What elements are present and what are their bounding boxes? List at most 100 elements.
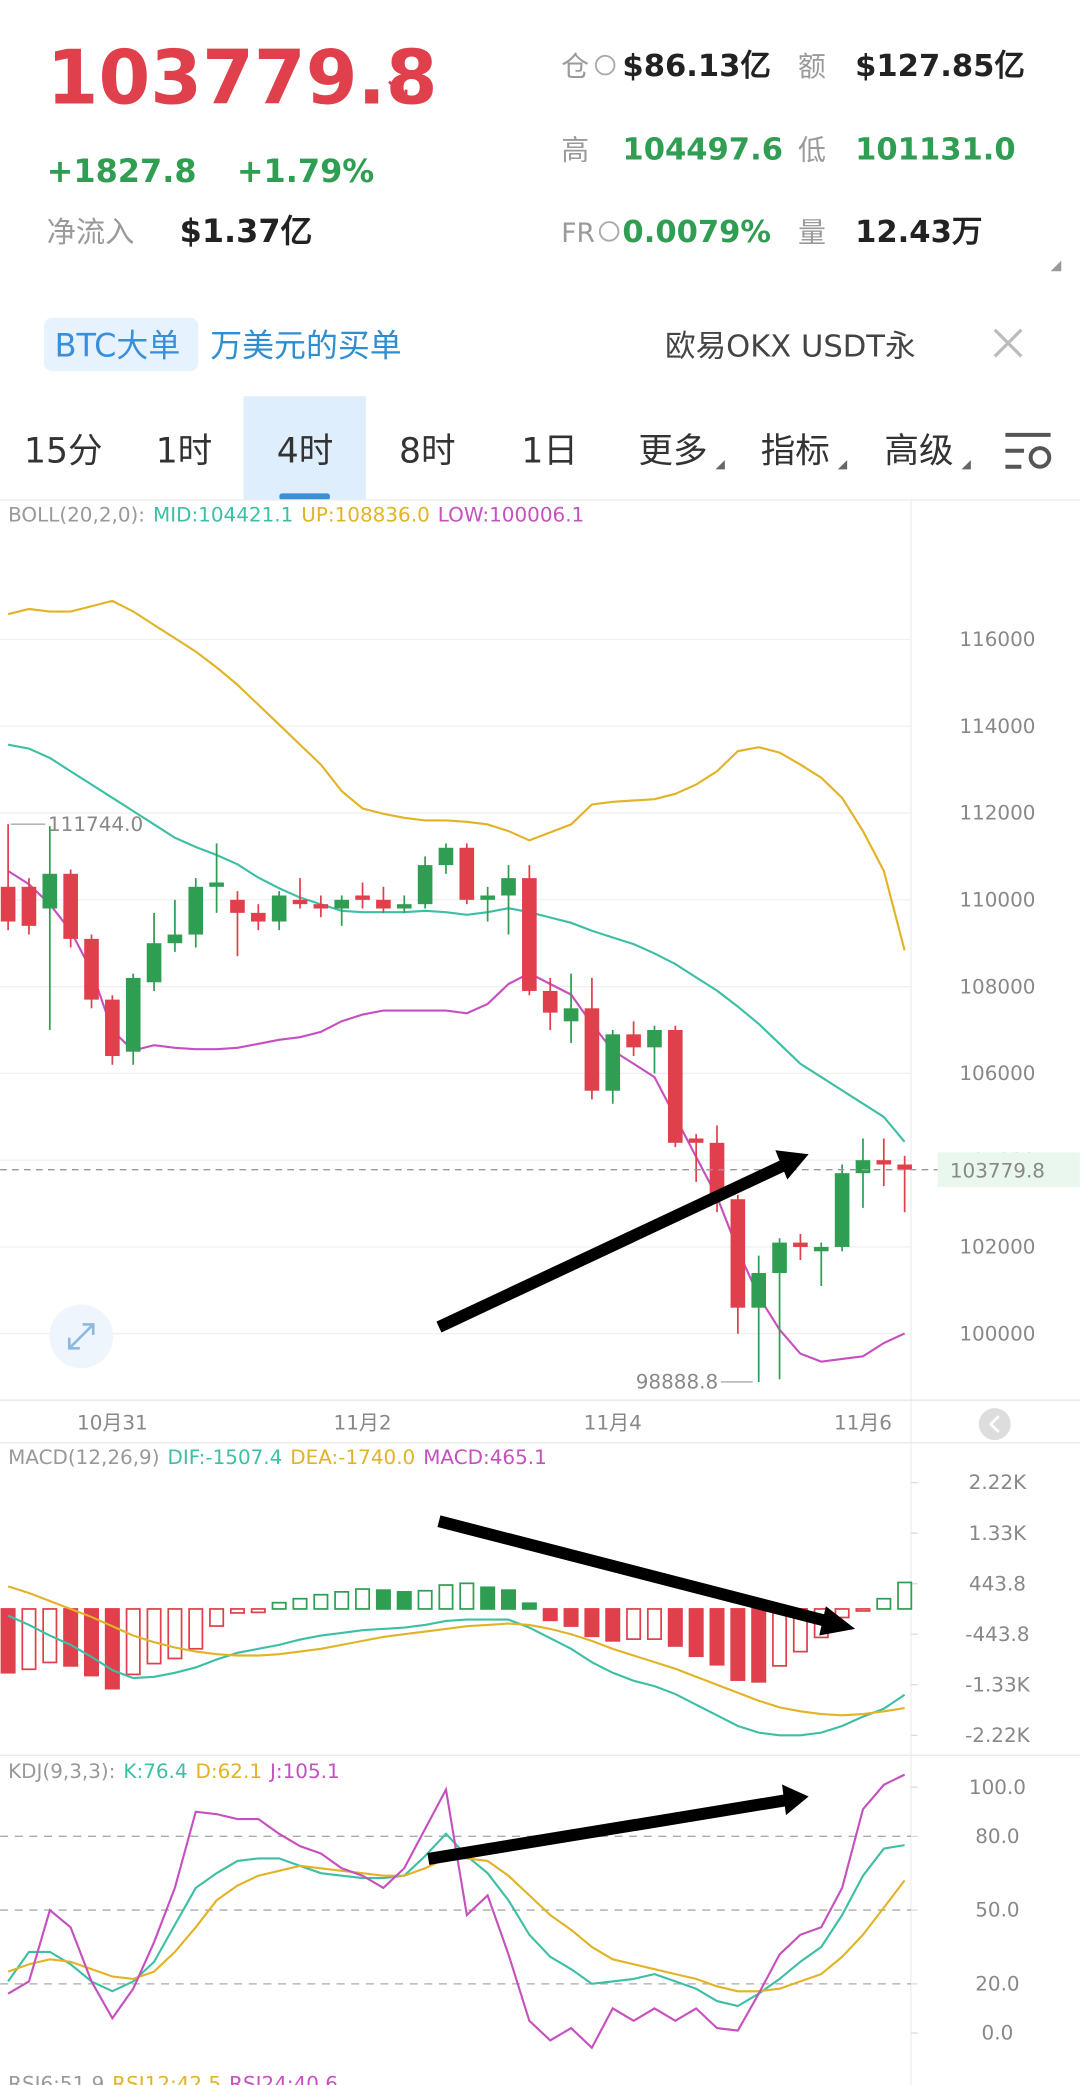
macd-bar bbox=[0, 1608, 16, 1674]
change: +1827.8 bbox=[47, 152, 197, 190]
candle-body bbox=[334, 899, 350, 909]
legend-entry: RSI24:40.6 bbox=[229, 2071, 338, 2085]
x-tick-label: 11月4 bbox=[584, 1410, 642, 1434]
dropdown-mark bbox=[837, 460, 848, 470]
y-tick-label: -1.33K bbox=[965, 1672, 1031, 1696]
indicator-line bbox=[7, 743, 906, 1143]
candle-body bbox=[105, 999, 120, 1057]
tab[interactable]: 1日 bbox=[521, 432, 578, 472]
legend-entry: LOW:100006.1 bbox=[438, 502, 584, 526]
candle-body bbox=[897, 1164, 912, 1170]
candle-body bbox=[459, 847, 475, 900]
legend-entry: MACD(12,26,9) bbox=[8, 1445, 159, 1469]
indicator-line bbox=[7, 1832, 905, 2008]
legend-entry: DIF:-1507.4 bbox=[168, 1445, 283, 1469]
turnover: $127.85亿 bbox=[855, 49, 1025, 84]
candle-body bbox=[84, 938, 99, 1000]
y-tick-label: 110000 bbox=[959, 887, 1035, 911]
tab[interactable]: 4时 bbox=[277, 432, 334, 472]
macd-bar bbox=[605, 1608, 621, 1642]
candle-body bbox=[647, 1029, 662, 1048]
macd-bar bbox=[417, 1589, 433, 1610]
candle-body bbox=[21, 886, 37, 926]
candle-body bbox=[480, 895, 495, 900]
jump-latest-button[interactable] bbox=[978, 1408, 1011, 1441]
candle-body bbox=[167, 934, 183, 944]
last-price: 103779.8 bbox=[47, 35, 438, 122]
candle-body bbox=[626, 1034, 641, 1048]
candle-body bbox=[250, 912, 266, 922]
oi-label: 仓 bbox=[561, 50, 589, 83]
macd-bar bbox=[396, 1591, 412, 1610]
macd-bar bbox=[125, 1608, 141, 1676]
legend-entry: RSI6:51.9 bbox=[8, 2071, 104, 2085]
macd-bar bbox=[834, 1608, 850, 1619]
macd-bar bbox=[229, 1608, 245, 1614]
y-tick-label: 443.8 bbox=[969, 1571, 1026, 1595]
tab[interactable]: 更多 bbox=[638, 432, 707, 472]
info-icon[interactable] bbox=[598, 221, 620, 242]
macd-bar bbox=[21, 1608, 37, 1671]
candle-body bbox=[501, 878, 516, 896]
macd-bar bbox=[63, 1608, 79, 1667]
candle-body bbox=[125, 977, 141, 1052]
y-tick-label: 108000 bbox=[959, 974, 1035, 998]
macd-bar bbox=[584, 1608, 600, 1638]
x-tick-label: 10月31 bbox=[77, 1410, 148, 1434]
indicator-line bbox=[7, 1585, 905, 1717]
low-marker-label: 98888.8 bbox=[636, 1370, 718, 1394]
y-tick-label: 102000 bbox=[959, 1235, 1035, 1259]
funding-rate: 0.0079% bbox=[622, 215, 771, 250]
macd-bar bbox=[646, 1608, 662, 1640]
legend-entry: MID:104421.1 bbox=[153, 502, 293, 526]
banner-tag[interactable]: BTC大单 bbox=[55, 326, 181, 364]
candle-body bbox=[751, 1272, 767, 1308]
net-inflow-label: 净流入 bbox=[47, 215, 135, 249]
banner-source: 欧易OKX USDT永 bbox=[665, 329, 916, 364]
tab[interactable]: 15分 bbox=[24, 432, 103, 472]
oi: $86.13亿 bbox=[622, 49, 771, 84]
annotation-arrows bbox=[427, 1150, 856, 1865]
legend-entry: MACD:465.1 bbox=[423, 1445, 547, 1469]
legend-entry: UP:108836.0 bbox=[301, 502, 429, 526]
macd-bar bbox=[897, 1581, 913, 1610]
y-tick-label: 1.33K bbox=[969, 1521, 1027, 1545]
candle-body bbox=[292, 899, 308, 905]
fullscreen-icon bbox=[67, 1323, 95, 1350]
candle-body bbox=[271, 895, 287, 922]
indicator-line bbox=[7, 870, 906, 1363]
indicator-line bbox=[7, 1773, 906, 2050]
turnover-label: 额 bbox=[798, 50, 826, 83]
candle-body bbox=[605, 1034, 621, 1091]
dropdown-mark bbox=[715, 460, 725, 470]
macd-bar bbox=[375, 1589, 391, 1610]
y-tick-label: 80.0 bbox=[975, 1824, 1019, 1848]
macd-bar bbox=[334, 1591, 350, 1610]
candle-body bbox=[0, 886, 16, 922]
settings-icon[interactable] bbox=[1005, 432, 1052, 469]
expand-corner[interactable] bbox=[1050, 260, 1062, 272]
fr-label: FR bbox=[561, 218, 595, 249]
high-marker-label: 111744.0 bbox=[48, 812, 143, 836]
y-tick-label: 100000 bbox=[959, 1321, 1035, 1345]
candle-body bbox=[688, 1138, 704, 1143]
tab[interactable]: 8时 bbox=[399, 432, 456, 472]
info-icon[interactable] bbox=[594, 54, 616, 76]
indicator-line bbox=[7, 599, 906, 951]
legend-entry: KDJ(9,3,3): bbox=[8, 1759, 115, 1783]
high-label: 高 bbox=[561, 134, 589, 167]
tab[interactable]: 指标 bbox=[761, 432, 830, 472]
candle-body bbox=[709, 1142, 725, 1200]
macd-bar bbox=[292, 1597, 308, 1610]
tab[interactable]: 高级 bbox=[884, 432, 953, 472]
y-tick-label: 112000 bbox=[959, 801, 1035, 825]
y-tick-label: 106000 bbox=[959, 1061, 1035, 1085]
tab[interactable]: 1时 bbox=[156, 432, 213, 472]
y-tick-label: 0.0 bbox=[982, 2021, 1014, 2045]
macd-bar bbox=[626, 1608, 642, 1640]
candle-body bbox=[793, 1242, 808, 1247]
close-icon[interactable] bbox=[993, 328, 1023, 358]
last-price-tag bbox=[937, 1152, 1080, 1188]
macd-bar bbox=[709, 1608, 725, 1666]
